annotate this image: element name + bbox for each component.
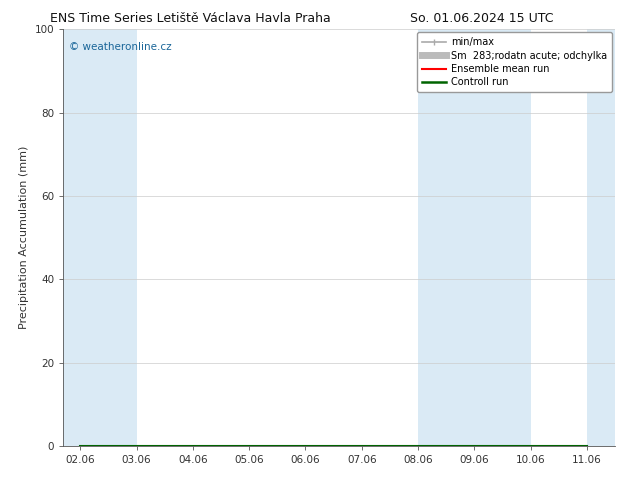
Text: © weatheronline.cz: © weatheronline.cz [69, 42, 172, 52]
Bar [418, 29, 531, 446]
Text: ENS Time Series Letiště Václava Havla Praha: ENS Time Series Letiště Václava Havla Pr… [50, 12, 330, 25]
Y-axis label: Precipitation Accumulation (mm): Precipitation Accumulation (mm) [19, 146, 29, 329]
Legend: min/max, Sm  283;rodatn acute; odchylka, Ensemble mean run, Controll run: min/max, Sm 283;rodatn acute; odchylka, … [417, 32, 612, 92]
Bar [587, 29, 615, 446]
Bar [63, 29, 136, 446]
Text: So. 01.06.2024 15 UTC: So. 01.06.2024 15 UTC [410, 12, 553, 25]
